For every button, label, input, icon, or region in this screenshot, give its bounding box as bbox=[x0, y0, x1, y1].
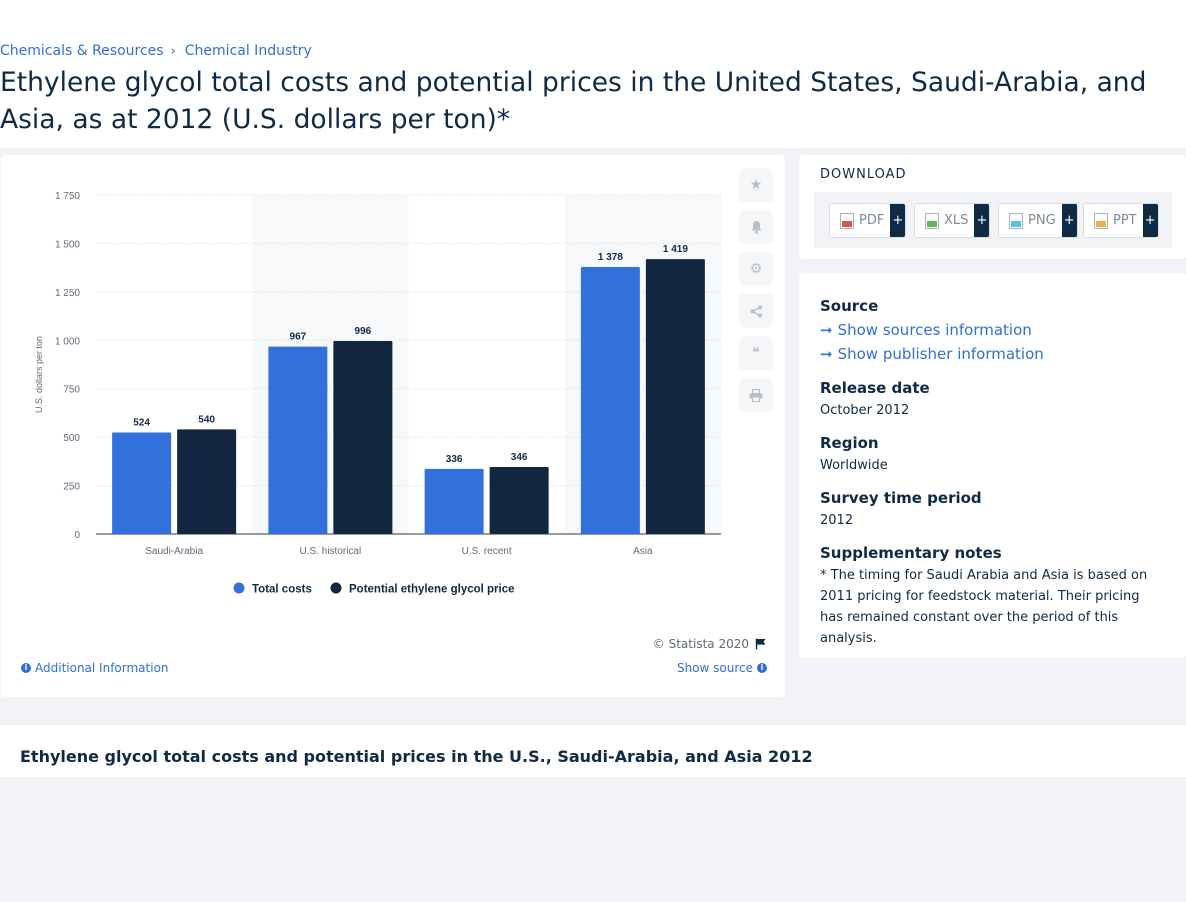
x-tick-label: U.S. historical bbox=[300, 546, 362, 557]
page-title: Ethylene glycol total costs and potentia… bbox=[0, 67, 1147, 135]
download-ppt-plus[interactable]: + bbox=[1142, 204, 1158, 237]
breadcrumb-link-chemicals[interactable]: Chemicals & Resources bbox=[0, 43, 164, 59]
pdf-file-icon bbox=[840, 212, 854, 229]
download-xls-button[interactable]: XLS + bbox=[914, 203, 991, 238]
data-label: 524 bbox=[133, 417, 150, 428]
y-tick-label: 1 250 bbox=[55, 288, 80, 299]
show-sources-link[interactable]: ➞ Show sources information bbox=[820, 321, 1032, 339]
show-source-label: Show source bbox=[676, 661, 753, 675]
share-icon[interactable] bbox=[739, 294, 773, 328]
bar-total-costs bbox=[424, 468, 484, 534]
bell-icon[interactable] bbox=[739, 210, 773, 244]
breadcrumb-separator: › bbox=[170, 43, 176, 59]
additional-information-link[interactable]: i Additional Information bbox=[21, 661, 169, 675]
breadcrumb-link-chemical-industry[interactable]: Chemical Industry bbox=[184, 43, 312, 59]
download-png-plus[interactable]: + bbox=[1061, 204, 1077, 237]
legend-label: Potential ethylene glycol price bbox=[349, 584, 515, 596]
chart-card: 0 250 500 750 1 000 1 250 1 500 1 750 U.S. dolla… bbox=[1, 155, 785, 697]
download-pdf-button[interactable]: PDF + bbox=[829, 203, 907, 238]
y-tick-label: 250 bbox=[63, 482, 80, 493]
bar-potential-price bbox=[489, 466, 549, 534]
additional-information-label: Additional Information bbox=[35, 661, 169, 675]
copyright-text: © Statista 2020 bbox=[652, 637, 749, 651]
y-tick-label: 500 bbox=[63, 433, 80, 444]
x-tick-label: U.S. recent bbox=[462, 546, 512, 557]
y-tick-label: 750 bbox=[63, 385, 80, 396]
y-axis-title: U.S. dollars per ton bbox=[34, 336, 44, 413]
arrow-right-icon: ➞ bbox=[820, 345, 833, 363]
download-pdf-label: PDF bbox=[859, 213, 885, 228]
bar-total-costs bbox=[112, 432, 172, 534]
survey-period-label: Survey time period bbox=[820, 489, 982, 507]
release-date-value: October 2012 bbox=[820, 403, 910, 418]
region-value: Worldwide bbox=[820, 458, 888, 473]
quote-icon[interactable]: ❝ bbox=[739, 336, 773, 370]
info-card: Source ➞ Show sources information ➞ Show… bbox=[799, 273, 1186, 658]
page-header: Chemicals & Resources › Chemical Industr… bbox=[0, 0, 1186, 148]
y-tick-label: 1 500 bbox=[55, 239, 80, 250]
data-label: 346 bbox=[511, 452, 528, 463]
arrow-right-icon: ➞ bbox=[820, 321, 833, 339]
bar-total-costs bbox=[268, 346, 328, 534]
data-label: 540 bbox=[198, 414, 215, 425]
bar-chart: 0 250 500 750 1 000 1 250 1 500 1 750 U.S. dolla… bbox=[34, 191, 721, 596]
show-source-link[interactable]: Show source i bbox=[677, 661, 767, 675]
data-label: 967 bbox=[290, 332, 307, 343]
data-label: 1 419 bbox=[663, 244, 688, 255]
region-label: Region bbox=[820, 434, 879, 452]
xls-file-icon bbox=[925, 212, 939, 229]
supplementary-notes-label: Supplementary notes bbox=[820, 544, 1002, 562]
data-label: 1 378 bbox=[598, 252, 623, 263]
png-file-icon bbox=[1009, 212, 1023, 229]
legend-marker bbox=[330, 582, 342, 594]
release-date-label: Release date bbox=[820, 379, 930, 397]
download-png-button[interactable]: PNG + bbox=[998, 203, 1078, 238]
info-icon: i bbox=[757, 663, 767, 673]
x-tick-label: Asia bbox=[633, 546, 653, 557]
x-tick-label: Saudi-Arabia bbox=[145, 546, 203, 557]
download-pdf-plus[interactable]: + bbox=[890, 204, 906, 237]
gear-icon[interactable]: ⚙ bbox=[739, 252, 773, 286]
data-label: 336 bbox=[446, 454, 463, 465]
bar-potential-price bbox=[333, 341, 393, 534]
download-xls-label: XLS bbox=[944, 213, 969, 228]
download-title: DOWNLOAD bbox=[820, 167, 907, 182]
star-icon[interactable]: ★ bbox=[739, 168, 773, 202]
data-label: 996 bbox=[355, 326, 372, 337]
flag-icon[interactable] bbox=[755, 638, 767, 650]
bar-total-costs bbox=[580, 267, 640, 534]
download-buttons: PDF + XLS + PNG + PPT + bbox=[814, 192, 1172, 248]
y-tick-label: 1 750 bbox=[55, 191, 80, 202]
related-statistic: Ethylene glycol total costs and potentia… bbox=[0, 725, 1186, 777]
supplementary-notes-value: * The timing for Saudi Arabia and Asia i… bbox=[820, 568, 1148, 646]
y-tick-label: 1 000 bbox=[55, 336, 80, 347]
bar-potential-price bbox=[645, 259, 705, 534]
bar-potential-price bbox=[177, 429, 237, 534]
legend-marker bbox=[233, 582, 245, 594]
ppt-file-icon bbox=[1094, 212, 1108, 229]
y-tick-label: 0 bbox=[74, 530, 80, 541]
show-sources-label: Show sources information bbox=[837, 321, 1032, 339]
download-xls-plus[interactable]: + bbox=[974, 204, 990, 237]
print-icon[interactable] bbox=[739, 378, 773, 412]
download-ppt-label: PPT bbox=[1113, 213, 1137, 228]
show-publisher-link[interactable]: ➞ Show publisher information bbox=[820, 345, 1044, 363]
download-png-label: PNG bbox=[1028, 213, 1056, 228]
download-ppt-button[interactable]: PPT + bbox=[1083, 203, 1159, 238]
info-icon: i bbox=[21, 663, 31, 673]
survey-period-value: 2012 bbox=[820, 513, 854, 528]
source-label: Source bbox=[820, 297, 879, 315]
breadcrumb: Chemicals & Resources › Chemical Industr… bbox=[0, 43, 312, 59]
copyright: © Statista 2020 bbox=[653, 637, 767, 651]
download-card: DOWNLOAD PDF + XLS + PNG + PPT + bbox=[799, 155, 1186, 259]
legend-label: Total costs bbox=[252, 584, 312, 596]
show-publisher-label: Show publisher information bbox=[837, 345, 1044, 363]
related-statistic-title[interactable]: Ethylene glycol total costs and potentia… bbox=[20, 747, 813, 766]
